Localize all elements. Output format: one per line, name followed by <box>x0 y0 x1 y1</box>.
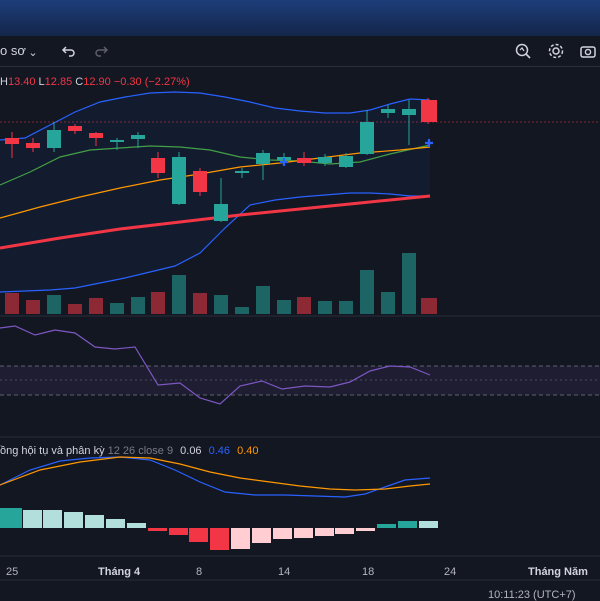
candle <box>47 130 61 148</box>
profile-label[interactable]: o sơ <box>0 43 26 58</box>
candle <box>256 153 270 164</box>
x-axis-label: 24 <box>444 566 457 578</box>
candle <box>421 100 437 122</box>
candle <box>235 171 249 173</box>
macd-histogram <box>0 508 438 550</box>
candle <box>68 126 82 131</box>
bollinger-band-fill <box>0 92 430 292</box>
x-axis-label: Tháng 4 <box>98 566 141 578</box>
rsi-band <box>0 366 600 395</box>
candle <box>360 122 374 154</box>
candle <box>89 133 103 138</box>
bollinger-upper-band <box>0 91 431 141</box>
ema-line-red <box>0 194 431 250</box>
candle <box>131 135 145 139</box>
camera-icon[interactable] <box>577 40 599 62</box>
candle <box>402 109 416 115</box>
high-label: H <box>0 76 8 88</box>
candle <box>26 143 40 148</box>
candle <box>214 204 228 221</box>
signal-markers <box>280 139 433 166</box>
macd-histogram-value: 0.06 <box>180 445 202 457</box>
close-label: C <box>75 76 84 88</box>
x-axis-label: 14 <box>278 566 291 578</box>
rsi-line <box>0 325 431 405</box>
chart-toolbar: o sơ ⌄ <box>0 36 600 67</box>
quick-search-icon[interactable] <box>512 40 534 62</box>
x-axis-label: 25 <box>6 566 19 578</box>
x-axis-label: 18 <box>362 566 375 578</box>
candle <box>193 171 207 192</box>
signal-line-value: 0.40 <box>237 445 259 457</box>
candle <box>110 140 124 142</box>
low-label: L <box>38 76 45 88</box>
macd-indicator-name: ồng hội tụ và phân kỳ <box>0 445 105 457</box>
close-value: 12.90 <box>83 76 111 88</box>
x-axis-label: Tháng Năm <box>528 566 588 578</box>
signal-line <box>0 456 431 491</box>
change-value: −0.30 (−2.27%) <box>113 76 190 88</box>
ohlc-legend: H13.40 L12.85 C12.90 −0.30 (−2.27%) <box>0 76 190 88</box>
candles <box>5 98 437 222</box>
candle <box>339 156 353 167</box>
candle <box>318 157 332 163</box>
candle <box>151 158 165 173</box>
high-value: 13.40 <box>7 76 36 88</box>
redo-icon[interactable] <box>90 40 112 62</box>
macd-line-value: 0.46 <box>208 445 231 457</box>
chevron-down-icon[interactable]: ⌄ <box>28 46 38 59</box>
macd-line <box>0 456 431 498</box>
volume-bars <box>5 253 437 314</box>
gear-icon[interactable] <box>545 40 567 62</box>
candle <box>172 157 186 204</box>
macd-legend[interactable]: ồng hội tụ và phân kỳ 12 26 close 9 0.06… <box>0 445 259 457</box>
candle <box>297 158 311 163</box>
clock-timezone[interactable]: 10:11:23 (UTC+7) <box>488 589 576 601</box>
low-value: 12.85 <box>44 76 73 88</box>
macd-params: 12 26 close 9 <box>107 445 174 457</box>
undo-icon[interactable] <box>58 40 80 62</box>
candle <box>5 138 19 144</box>
x-axis-label: 8 <box>196 566 203 578</box>
bollinger-lower-band <box>0 192 430 293</box>
candle <box>381 109 395 113</box>
